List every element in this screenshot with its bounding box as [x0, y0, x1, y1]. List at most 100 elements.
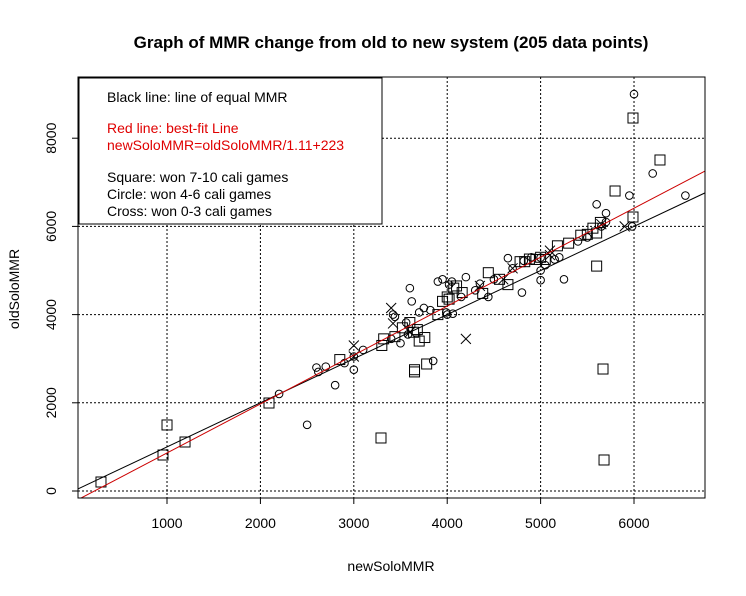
square-point: [157, 449, 169, 461]
circle-point: [461, 272, 471, 282]
circle-point: [536, 266, 545, 275]
circle-point: [442, 310, 452, 319]
circle-point: [447, 277, 457, 286]
legend: Black line: line of equal MMR Red line: …: [78, 77, 383, 225]
circle-point: [601, 217, 611, 227]
square-point: [263, 397, 275, 409]
circle-point: [625, 191, 634, 200]
square-point: [551, 240, 563, 252]
cross-point: [474, 280, 486, 292]
circle-point: [274, 389, 284, 399]
square-point: [591, 260, 603, 272]
circle-point: [536, 275, 545, 285]
square-point: [408, 326, 420, 338]
square-point: [563, 237, 575, 249]
cross-point: [497, 273, 509, 285]
y-axis-label: oldSoloMMR: [6, 249, 22, 329]
legend-red-line: Red line: best-fit Line: [107, 120, 239, 136]
square-point: [179, 436, 191, 448]
x-tick-label: 1000: [151, 515, 182, 531]
legend-square: Square: won 7-10 cali games: [107, 169, 288, 185]
equal-mmr-line: [78, 192, 705, 490]
square-point: [482, 267, 494, 279]
y-tick-label: 6000: [43, 211, 59, 242]
circle-point: [681, 191, 690, 200]
square-point: [627, 112, 639, 124]
circle-point: [426, 305, 435, 315]
circle-point: [414, 308, 424, 317]
square-point: [409, 366, 421, 378]
circle-point: [536, 253, 545, 263]
y-tick-label: 2000: [43, 387, 59, 418]
x-tick-label: 2000: [245, 515, 276, 531]
square-point: [378, 333, 390, 345]
circle-point: [405, 283, 415, 293]
circle-point: [517, 288, 527, 297]
circle-point: [648, 169, 657, 178]
circle-point: [540, 260, 550, 270]
chart-title: Graph of MMR change from old to new syst…: [134, 33, 649, 52]
circle-point: [627, 222, 637, 231]
circle-point: [438, 275, 447, 284]
legend-circle: Circle: won 4-6 cali games: [107, 186, 271, 202]
circle-point: [444, 280, 454, 289]
square-point: [654, 154, 666, 166]
y-tick-label: 0: [43, 487, 59, 495]
square-point: [375, 432, 387, 444]
cross-point: [507, 262, 518, 274]
square-point: [413, 335, 425, 347]
cross-point: [387, 318, 399, 329]
circle-point: [503, 253, 513, 263]
circle-point: [349, 365, 359, 375]
circle-point: [321, 362, 331, 371]
cross-point: [385, 302, 397, 314]
square-point: [609, 185, 621, 197]
circle-point: [330, 380, 340, 390]
square-point: [419, 332, 431, 344]
legend-fit-equation: newSoloMMR=oldSoloMMR/1.11+223: [107, 137, 344, 153]
square-point: [597, 363, 609, 375]
circle-point: [519, 256, 529, 266]
legend-cross: Cross: won 0-3 cali games: [107, 203, 272, 219]
square-point: [443, 293, 455, 305]
circle-point: [597, 222, 606, 231]
cross-point: [460, 333, 472, 345]
circle-point: [388, 310, 398, 319]
circle-point: [526, 252, 536, 262]
circle-point: [554, 252, 564, 262]
square-point: [451, 280, 463, 292]
square-point: [581, 228, 593, 240]
circle-point: [475, 279, 485, 289]
x-axis-label: newSoloMMR: [347, 558, 434, 574]
circle-point: [592, 200, 601, 209]
square-point: [411, 324, 423, 336]
circle-point: [629, 89, 639, 99]
x-tick-label: 4000: [432, 515, 463, 531]
square-point: [409, 364, 421, 376]
square-point: [161, 419, 173, 431]
square-point: [575, 229, 587, 241]
square-point: [456, 287, 468, 299]
reference-lines: [78, 170, 705, 498]
circle-point: [396, 338, 405, 348]
legend-box: [78, 77, 383, 225]
circle-point: [428, 356, 438, 366]
square-point: [421, 358, 433, 370]
square-point: [598, 454, 610, 466]
square-point: [502, 279, 514, 291]
x-tick-label: 5000: [525, 515, 556, 531]
circle-point: [433, 277, 443, 286]
circle-point: [401, 318, 411, 327]
circle-point: [601, 208, 611, 218]
y-tick-label: 8000: [43, 122, 59, 153]
y-axis: 0 2000 4000 6000 8000: [43, 122, 78, 495]
square-point: [594, 216, 606, 228]
circle-point: [340, 358, 349, 368]
square-point: [441, 291, 453, 303]
legend-black-line: Black line: line of equal MMR: [107, 89, 288, 105]
circle-point: [390, 312, 400, 322]
x-tick-label: 3000: [338, 515, 369, 531]
plot-frame: [77, 76, 706, 499]
circle-point: [358, 345, 368, 355]
